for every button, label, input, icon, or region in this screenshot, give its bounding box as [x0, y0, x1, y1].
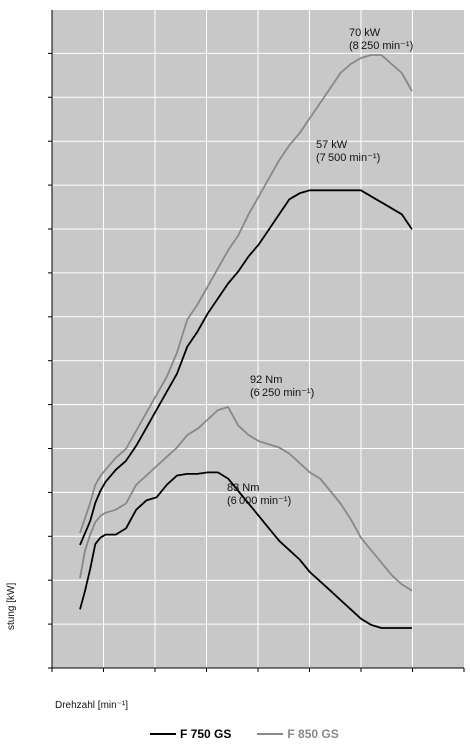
legend-label-f750: F 750 GS [180, 727, 232, 741]
legend-label-f850: F 850 GS [287, 727, 339, 741]
annotation-label: 92 Nm [250, 374, 282, 386]
annotation-label: 57 kW [316, 139, 348, 151]
power-curve-f850 [79, 54, 413, 534]
axes [48, 10, 465, 672]
power-curve-f750 [79, 189, 413, 546]
y-axis-label: stung [kW] [6, 583, 17, 630]
x-axis-label: Drehzahl [min⁻¹] [55, 700, 128, 711]
torque-curve-f850 [79, 406, 413, 592]
annotation-sublabel: (7 500 min⁻¹) [316, 152, 380, 164]
legend-item-f850: F 850 GS [257, 727, 339, 741]
grid [52, 10, 464, 668]
annotation-label: 83 Nm [227, 482, 259, 494]
legend: F 750 GS F 850 GS [150, 727, 339, 741]
annotation-sublabel: (6 000 min⁻¹) [227, 495, 291, 507]
annotation-label: 70 kW [349, 27, 381, 39]
legend-swatch-f850 [257, 733, 284, 735]
series-lines [79, 54, 413, 629]
annotations: 70 kW(8 250 min⁻¹) 57 kW(7 500 min⁻¹) 92 N… [227, 27, 413, 507]
torque-curve-f750 [79, 471, 412, 629]
annotation-sublabel: (8 250 min⁻¹) [349, 40, 413, 52]
legend-swatch-f750 [150, 733, 176, 735]
annotation-sublabel: (6 250 min⁻¹) [250, 387, 314, 399]
legend-item-f750: F 750 GS [150, 727, 231, 741]
